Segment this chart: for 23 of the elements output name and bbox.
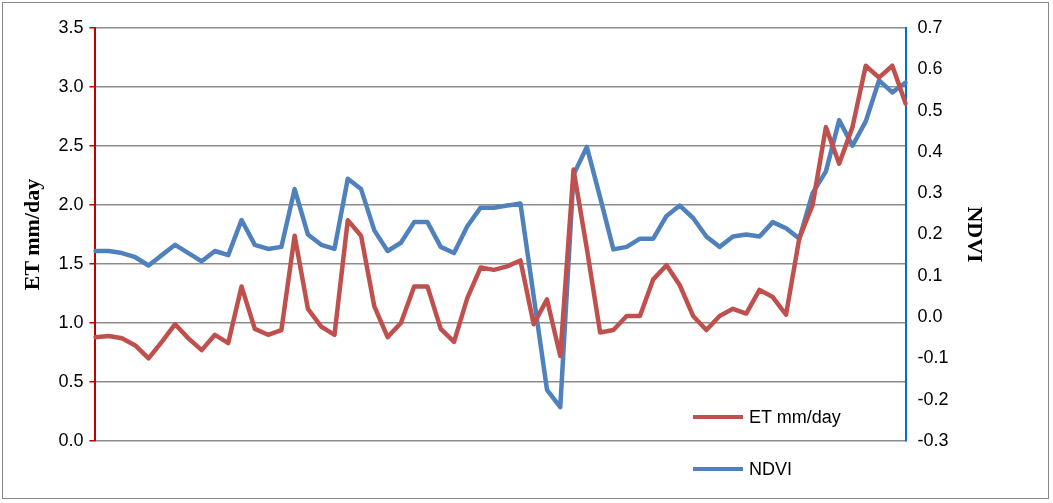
y2-tick-label: 0.1 <box>917 264 943 285</box>
y2-tick-label: 0.0 <box>917 306 943 327</box>
y2-tick-label: 0.4 <box>917 140 943 161</box>
y2-tick-label: -0.3 <box>917 429 949 450</box>
y-tick-label: 0.0 <box>58 429 84 450</box>
y2-tick-label: 0.3 <box>917 182 943 203</box>
y2-tick-label: 0.6 <box>917 58 943 79</box>
legend-label: ET mm/day <box>749 406 841 428</box>
y2-tick-label: -0.1 <box>917 347 949 368</box>
y-tick-label: 2.0 <box>58 193 84 214</box>
y-tick-label: 3.5 <box>58 16 84 37</box>
y-tick-label: 0.5 <box>58 370 84 391</box>
y2-tick-label: -0.2 <box>917 388 949 409</box>
y-tick-label: 3.0 <box>58 75 84 96</box>
y2-axis-title: NDVI <box>963 206 989 263</box>
y2-tick-label: 0.2 <box>917 223 943 244</box>
y-axis-title: ET mm/day <box>18 178 44 291</box>
y-tick-label: 2.5 <box>58 134 84 155</box>
y2-tick-label: 0.5 <box>917 99 943 120</box>
y-tick-label: 1.0 <box>58 311 84 332</box>
y-tick-label: 1.5 <box>58 252 84 273</box>
legend-label: NDVI <box>749 458 793 480</box>
y2-tick-label: 0.7 <box>917 16 943 37</box>
